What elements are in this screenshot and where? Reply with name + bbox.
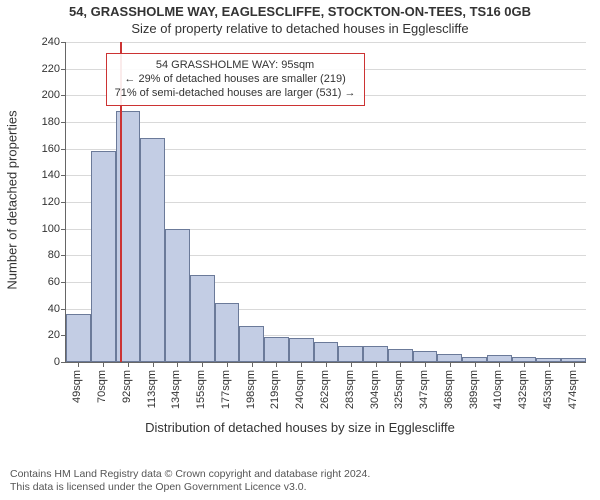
y-tick-label: 140	[20, 169, 60, 181]
x-tick-label: 283sqm	[344, 370, 356, 409]
x-tick-mark	[326, 362, 327, 367]
x-tick-mark	[524, 362, 525, 367]
x-tick-mark	[351, 362, 352, 367]
y-tick-mark	[61, 122, 66, 123]
y-tick-mark	[61, 255, 66, 256]
y-tick-label: 220	[20, 63, 60, 75]
x-tick-label: 70sqm	[96, 370, 108, 403]
x-tick-mark	[376, 362, 377, 367]
x-tick-mark	[301, 362, 302, 367]
x-tick-label: 453sqm	[542, 370, 554, 409]
x-tick-label: 262sqm	[319, 370, 331, 409]
x-tick-label: 410sqm	[492, 370, 504, 409]
x-tick-label: 113sqm	[146, 370, 158, 408]
y-tick-label: 0	[20, 356, 60, 368]
histogram-bar	[190, 275, 215, 362]
x-tick-label: 92sqm	[121, 370, 133, 403]
y-tick-label: 100	[20, 223, 60, 235]
y-tick-label: 20	[20, 329, 60, 341]
histogram-bar	[363, 346, 388, 362]
histogram-bar	[437, 354, 462, 362]
footer-line2: This data is licensed under the Open Gov…	[10, 481, 590, 494]
annotation-line: 54 GRASSHOLME WAY: 95sqm	[115, 58, 356, 72]
x-tick-mark	[202, 362, 203, 367]
x-axis-label: Distribution of detached houses by size …	[0, 420, 600, 435]
x-tick-label: 134sqm	[170, 370, 182, 409]
chart-title-address: 54, GRASSHOLME WAY, EAGLESCLIFFE, STOCKT…	[0, 0, 600, 19]
y-tick-label: 40	[20, 303, 60, 315]
x-tick-label: 198sqm	[245, 370, 257, 409]
y-tick-mark	[61, 69, 66, 70]
gridline	[66, 42, 586, 43]
y-axis-label: Number of detached properties	[5, 110, 20, 289]
histogram-bar	[289, 338, 314, 362]
x-tick-label: 325sqm	[393, 370, 405, 409]
x-tick-label: 368sqm	[443, 370, 455, 409]
x-tick-mark	[103, 362, 104, 367]
x-tick-label: 177sqm	[220, 370, 232, 409]
x-tick-mark	[475, 362, 476, 367]
x-tick-mark	[227, 362, 228, 367]
chart-subtitle: Size of property relative to detached ho…	[0, 19, 600, 36]
y-tick-mark	[61, 309, 66, 310]
y-tick-label: 200	[20, 89, 60, 101]
annotation-line: 71% of semi-detached houses are larger (…	[115, 86, 356, 100]
x-tick-mark	[252, 362, 253, 367]
histogram-bar	[165, 229, 190, 362]
y-tick-mark	[61, 229, 66, 230]
y-tick-label: 160	[20, 143, 60, 155]
y-tick-label: 80	[20, 249, 60, 261]
x-tick-mark	[574, 362, 575, 367]
histogram-bar	[140, 138, 165, 362]
footer-line1: Contains HM Land Registry data © Crown c…	[10, 468, 590, 481]
x-tick-mark	[177, 362, 178, 367]
chart-container: 54, GRASSHOLME WAY, EAGLESCLIFFE, STOCKT…	[0, 0, 600, 500]
y-tick-mark	[61, 149, 66, 150]
histogram-bar	[388, 349, 413, 362]
y-tick-label: 240	[20, 36, 60, 48]
y-tick-label: 120	[20, 196, 60, 208]
x-tick-label: 304sqm	[369, 370, 381, 409]
histogram-bar	[215, 303, 240, 362]
histogram-bar	[116, 111, 141, 362]
histogram-bar	[314, 342, 339, 362]
histogram-bar	[338, 346, 363, 362]
annotation-box: 54 GRASSHOLME WAY: 95sqm← 29% of detache…	[106, 53, 365, 106]
histogram-bar	[91, 151, 116, 362]
plot-area: 54 GRASSHOLME WAY: 95sqm← 29% of detache…	[65, 42, 586, 363]
x-tick-mark	[153, 362, 154, 367]
x-tick-label: 240sqm	[294, 370, 306, 409]
x-tick-mark	[549, 362, 550, 367]
x-tick-mark	[425, 362, 426, 367]
y-tick-mark	[61, 362, 66, 363]
footer-attribution: Contains HM Land Registry data © Crown c…	[10, 468, 590, 494]
y-tick-label: 180	[20, 116, 60, 128]
y-tick-label: 60	[20, 276, 60, 288]
x-tick-label: 347sqm	[418, 370, 430, 409]
histogram-bar	[413, 351, 438, 362]
histogram-bar	[66, 314, 91, 362]
x-tick-label: 219sqm	[269, 370, 281, 409]
x-tick-mark	[499, 362, 500, 367]
y-tick-mark	[61, 175, 66, 176]
x-tick-mark	[400, 362, 401, 367]
histogram-bar	[487, 355, 512, 362]
y-tick-mark	[61, 42, 66, 43]
x-tick-label: 49sqm	[71, 370, 83, 403]
y-tick-mark	[61, 95, 66, 96]
x-tick-mark	[276, 362, 277, 367]
y-tick-mark	[61, 282, 66, 283]
histogram-bar	[239, 326, 264, 362]
x-tick-mark	[78, 362, 79, 367]
x-tick-mark	[128, 362, 129, 367]
annotation-line: ← 29% of detached houses are smaller (21…	[115, 72, 356, 86]
x-tick-label: 389sqm	[468, 370, 480, 409]
y-tick-mark	[61, 202, 66, 203]
x-tick-label: 432sqm	[517, 370, 529, 409]
x-tick-label: 474sqm	[567, 370, 579, 409]
x-tick-label: 155sqm	[195, 370, 207, 409]
gridline	[66, 122, 586, 123]
histogram-bar	[264, 337, 289, 362]
x-tick-mark	[450, 362, 451, 367]
